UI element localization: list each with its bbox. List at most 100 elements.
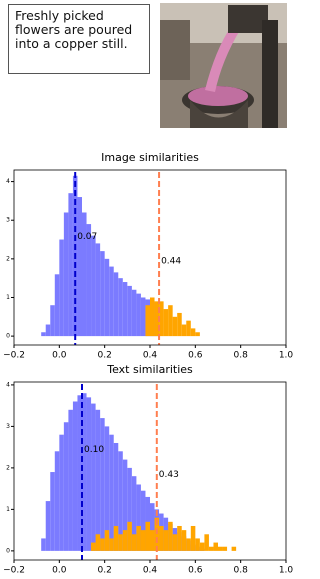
histogram-bar xyxy=(173,534,178,551)
histogram-bar xyxy=(41,332,46,336)
histogram-bar xyxy=(177,526,182,551)
threshold-label: 0.07 xyxy=(77,232,97,242)
x-tick-label: 0.8 xyxy=(234,566,249,576)
threshold-label: 0.44 xyxy=(161,257,181,267)
y-tick-label: 0 xyxy=(6,333,10,340)
histogram-bar xyxy=(213,543,218,551)
histogram-bar xyxy=(218,547,223,551)
x-tick-label: 0.0 xyxy=(52,566,67,576)
photo xyxy=(160,3,287,128)
histogram-bar xyxy=(164,309,169,336)
histogram-bar xyxy=(59,240,64,337)
histogram-bar xyxy=(168,305,173,336)
histogram-bar xyxy=(177,313,182,336)
histogram-bar xyxy=(186,321,191,336)
x-tick-label: 0.2 xyxy=(98,351,112,361)
x-tick-label: 0.2 xyxy=(98,566,112,576)
histogram-bar xyxy=(114,526,119,551)
histogram-bar xyxy=(132,290,137,336)
histogram-bar xyxy=(182,530,187,551)
histogram-bar xyxy=(186,538,191,550)
x-tick-label: 0.6 xyxy=(188,566,203,576)
histogram-bar xyxy=(195,332,200,336)
histogram-bar xyxy=(96,243,101,336)
histogram-bar xyxy=(136,294,141,336)
x-tick-label: −0.2 xyxy=(3,566,25,576)
histogram-bar xyxy=(64,422,69,551)
histogram-bar xyxy=(91,404,96,551)
histogram-bar xyxy=(132,534,137,551)
histogram-bar xyxy=(55,451,60,551)
histogram-bar xyxy=(173,317,178,336)
histogram-bar xyxy=(77,395,82,551)
histogram-bar xyxy=(164,530,169,551)
histogram-bar xyxy=(123,282,128,336)
chart-title: Image similarities xyxy=(101,151,199,164)
histogram-bar xyxy=(141,530,146,551)
histogram-bar xyxy=(59,435,64,551)
y-tick-label: 2 xyxy=(6,464,10,471)
histogram-bar xyxy=(68,193,73,336)
page: {"caption": "Freshly picked flowers are … xyxy=(0,0,293,579)
histogram-bar xyxy=(200,543,205,551)
histogram-bar xyxy=(100,251,105,336)
x-tick-label: 0.8 xyxy=(234,351,249,361)
histogram-bar xyxy=(114,272,119,336)
histogram-bar xyxy=(41,538,46,550)
y-tick-label: 0 xyxy=(6,547,10,554)
histogram-bar xyxy=(105,259,110,336)
histogram-bar xyxy=(191,328,196,336)
x-tick-label: 0.6 xyxy=(188,351,203,361)
histogram-bar xyxy=(209,547,214,551)
threshold-label: 0.10 xyxy=(84,445,104,455)
y-tick-label: 2 xyxy=(6,255,10,262)
y-tick-label: 4 xyxy=(6,381,10,388)
histogram-bar xyxy=(123,530,128,551)
x-tick-label: 1.0 xyxy=(279,351,293,361)
histogram-bar xyxy=(87,397,92,551)
histogram-bar xyxy=(46,501,51,551)
histogram-bar xyxy=(109,435,114,551)
histogram-bar xyxy=(91,236,96,336)
histogram-bar xyxy=(100,418,105,551)
histogram-bar xyxy=(127,286,132,336)
histogram-bar xyxy=(150,530,155,551)
histogram-bar xyxy=(46,325,51,337)
threshold-label: 0.43 xyxy=(159,470,179,480)
histogram-bar xyxy=(50,472,55,551)
histogram-bar xyxy=(182,325,187,337)
histogram-bar xyxy=(145,305,150,336)
histogram-bar xyxy=(96,534,101,551)
histogram-bar xyxy=(136,526,141,551)
histogram-bar xyxy=(204,534,209,551)
histogram-bar xyxy=(145,522,150,551)
histogram-bar xyxy=(223,547,228,551)
histogram-bar xyxy=(141,297,146,336)
histogram-bar xyxy=(109,267,114,337)
histogram-bar xyxy=(73,402,78,551)
y-tick-label: 1 xyxy=(6,506,10,513)
x-tick-label: 0.4 xyxy=(143,351,158,361)
x-tick-label: 0.0 xyxy=(52,351,67,361)
histogram-bar xyxy=(64,212,69,336)
y-tick-label: 3 xyxy=(6,423,10,430)
y-tick-label: 1 xyxy=(6,294,10,301)
histogram-bar xyxy=(159,526,164,551)
histogram-bar xyxy=(191,526,196,551)
histogram-bar xyxy=(232,547,237,551)
histogram-bar xyxy=(118,278,123,336)
chart-title: Text similarities xyxy=(106,363,193,376)
histogram-bar xyxy=(127,522,132,551)
x-tick-label: 1.0 xyxy=(279,566,293,576)
histogram-bar xyxy=(68,410,73,551)
histogram-bar xyxy=(150,297,155,336)
histogram-bar xyxy=(100,538,105,550)
histogram-bar xyxy=(77,197,82,336)
histogram-bar xyxy=(105,530,110,551)
histogram-bar xyxy=(195,538,200,550)
histogram-bar xyxy=(91,543,96,551)
y-tick-label: 3 xyxy=(6,217,10,224)
histogram-bar xyxy=(109,538,114,550)
histogram-bar xyxy=(50,305,55,336)
y-tick-label: 4 xyxy=(6,178,10,185)
